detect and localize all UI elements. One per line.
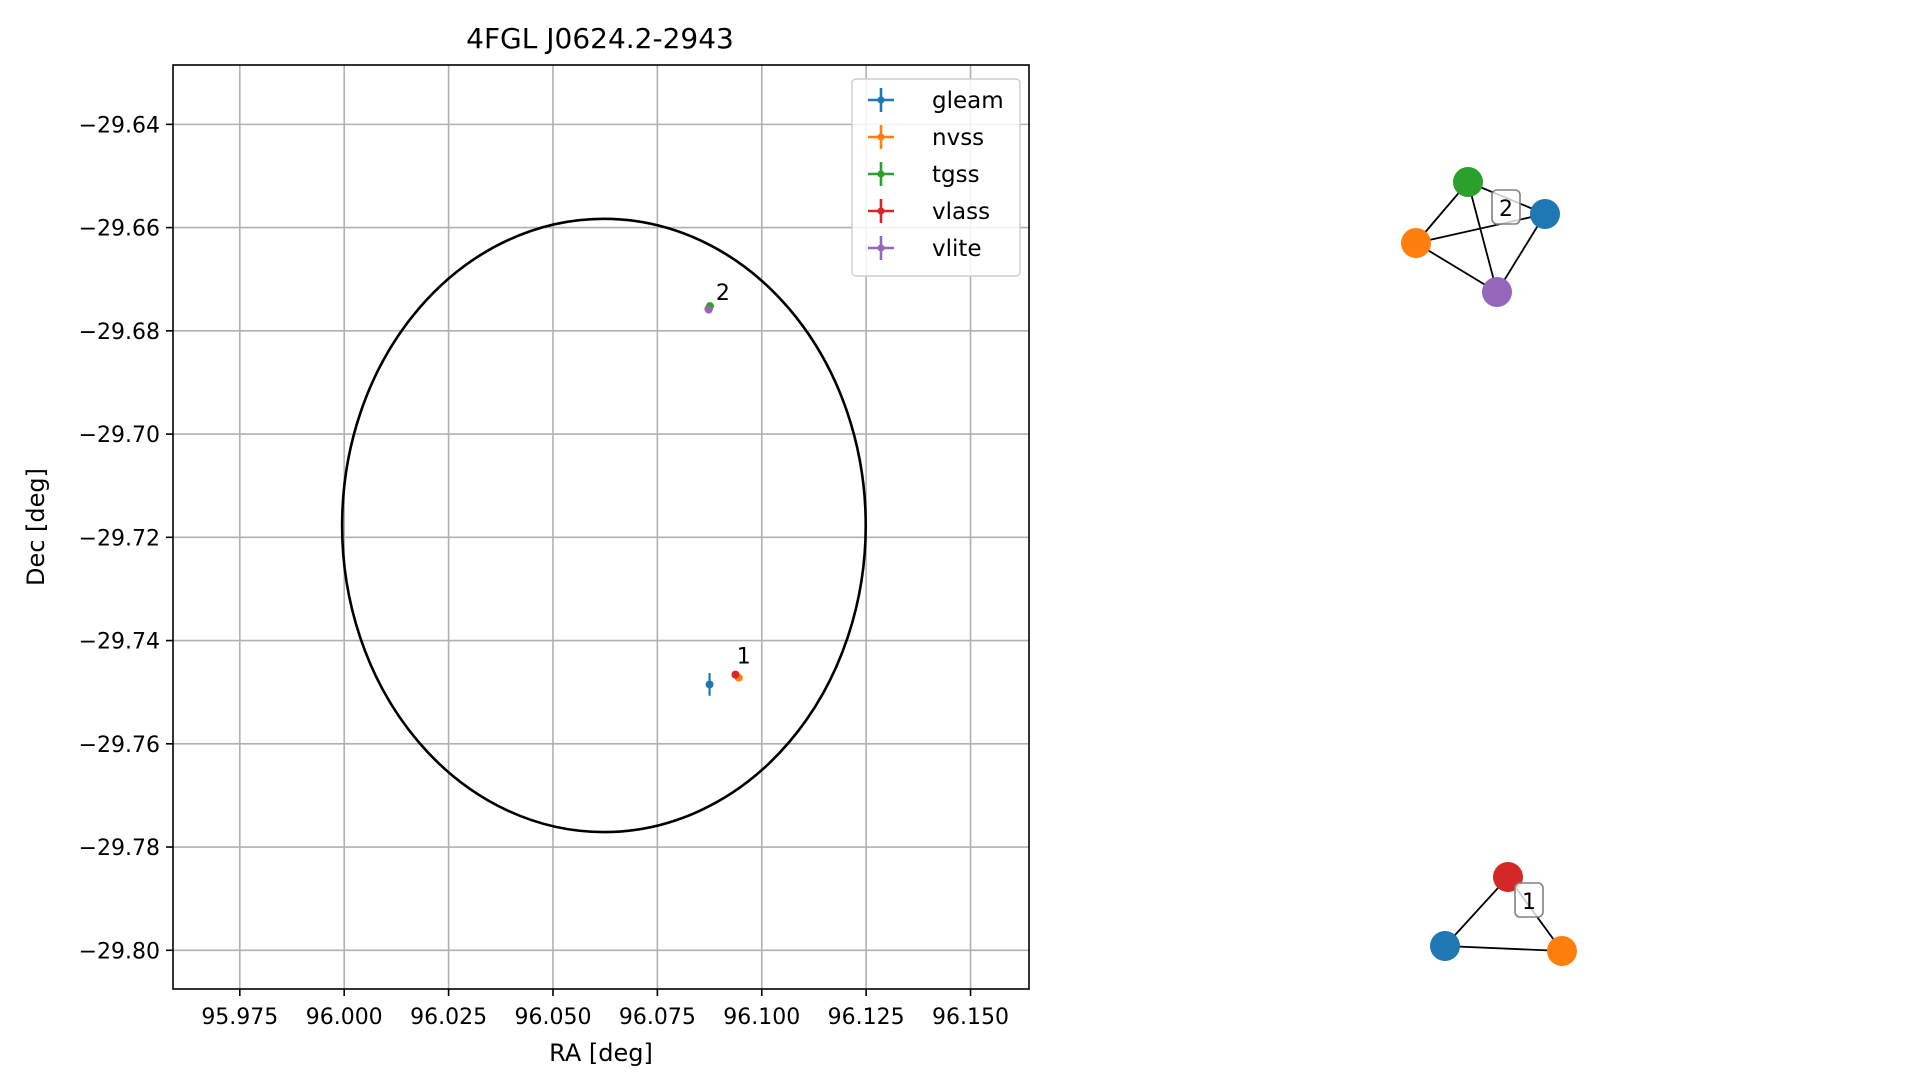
legend-tgss-label: tgss xyxy=(932,162,980,188)
legend-box xyxy=(851,78,1021,277)
x-tick-label: 96.075 xyxy=(619,1005,696,1030)
y-tick-label: −29.80 xyxy=(79,939,160,964)
graph-label: 2 xyxy=(1499,197,1513,222)
graph-label-box xyxy=(1514,882,1544,918)
localization-ellipse xyxy=(340,217,868,834)
y-tick-label: −29.76 xyxy=(79,733,160,758)
graph-edge xyxy=(1444,876,1509,947)
y-tick-label: −29.68 xyxy=(79,320,160,345)
x-tick-label: 96.025 xyxy=(410,1005,487,1030)
graph-node-gleam xyxy=(1530,199,1560,229)
graph-edge xyxy=(1444,945,1563,952)
y-tick-label: −29.72 xyxy=(79,526,160,551)
legend-vlite-label: vlite xyxy=(932,236,982,262)
x-axis-ticks: 95.975 96.000 96.025 96.050 96.075 96.100 96.1… xyxy=(201,989,1009,1030)
graph-edge xyxy=(1467,181,1498,293)
gleam-point xyxy=(705,680,714,689)
y-tick-label: −29.78 xyxy=(79,836,160,861)
x-tick-label: 96.100 xyxy=(723,1005,800,1030)
source-points xyxy=(704,302,743,696)
vlite-point xyxy=(704,305,713,314)
x-axis-label: RA [deg] xyxy=(549,1039,653,1067)
graph-label-box xyxy=(1491,189,1521,225)
chart-title: 4FGL J0624.2-2943 xyxy=(466,22,734,55)
legend-nvss-marker-dot xyxy=(877,133,885,141)
graph-edge xyxy=(1415,242,1498,293)
y-tick-label: −29.70 xyxy=(79,423,160,448)
legend-nvss-label: nvss xyxy=(932,125,984,151)
cluster-annotation: 2 xyxy=(716,281,730,306)
graph-edge xyxy=(1496,213,1546,293)
vlass-point xyxy=(731,670,740,679)
y-tick-label: −29.64 xyxy=(79,113,160,138)
graph-node-gleam xyxy=(1430,931,1460,961)
legend-vlass-label: vlass xyxy=(932,199,990,225)
graph-node-nvss xyxy=(1401,228,1431,258)
point-annotations: 21 xyxy=(716,281,751,669)
x-tick-label: 96.150 xyxy=(932,1005,1009,1030)
x-tick-label: 96.000 xyxy=(306,1005,383,1030)
legend-vlite-marker-dot xyxy=(877,244,885,252)
legend-tgss-marker-dot xyxy=(877,170,885,178)
graph-label: 1 xyxy=(1522,890,1536,915)
graph-node-vlite xyxy=(1482,277,1512,307)
y-axis-ticks: −29.64 −29.66 −29.68 −29.70 −29.72 −29.74 −29.… xyxy=(79,113,173,964)
legend: gleam nvss tgss vlass vlite xyxy=(851,78,1021,277)
y-axis-label: Dec [deg] xyxy=(22,468,50,586)
plot-frame xyxy=(172,64,1030,990)
x-tick-label: 96.050 xyxy=(514,1005,591,1030)
graph-edge xyxy=(1415,213,1546,244)
legend-vlass-marker-dot xyxy=(877,207,885,215)
y-tick-label: −29.66 xyxy=(79,217,160,242)
legend-gleam-label: gleam xyxy=(932,88,1004,114)
graph-node-nvss xyxy=(1547,936,1577,966)
localization-ellipse-group xyxy=(340,217,868,834)
match-graphs: 21 xyxy=(1401,167,1577,966)
legend-gleam-marker-dot xyxy=(877,96,885,104)
x-tick-label: 95.975 xyxy=(201,1005,278,1030)
x-tick-label: 96.125 xyxy=(828,1005,905,1030)
graph-node-tgss xyxy=(1453,167,1483,197)
y-tick-label: −29.74 xyxy=(79,630,160,655)
cluster-annotation: 1 xyxy=(737,644,751,669)
